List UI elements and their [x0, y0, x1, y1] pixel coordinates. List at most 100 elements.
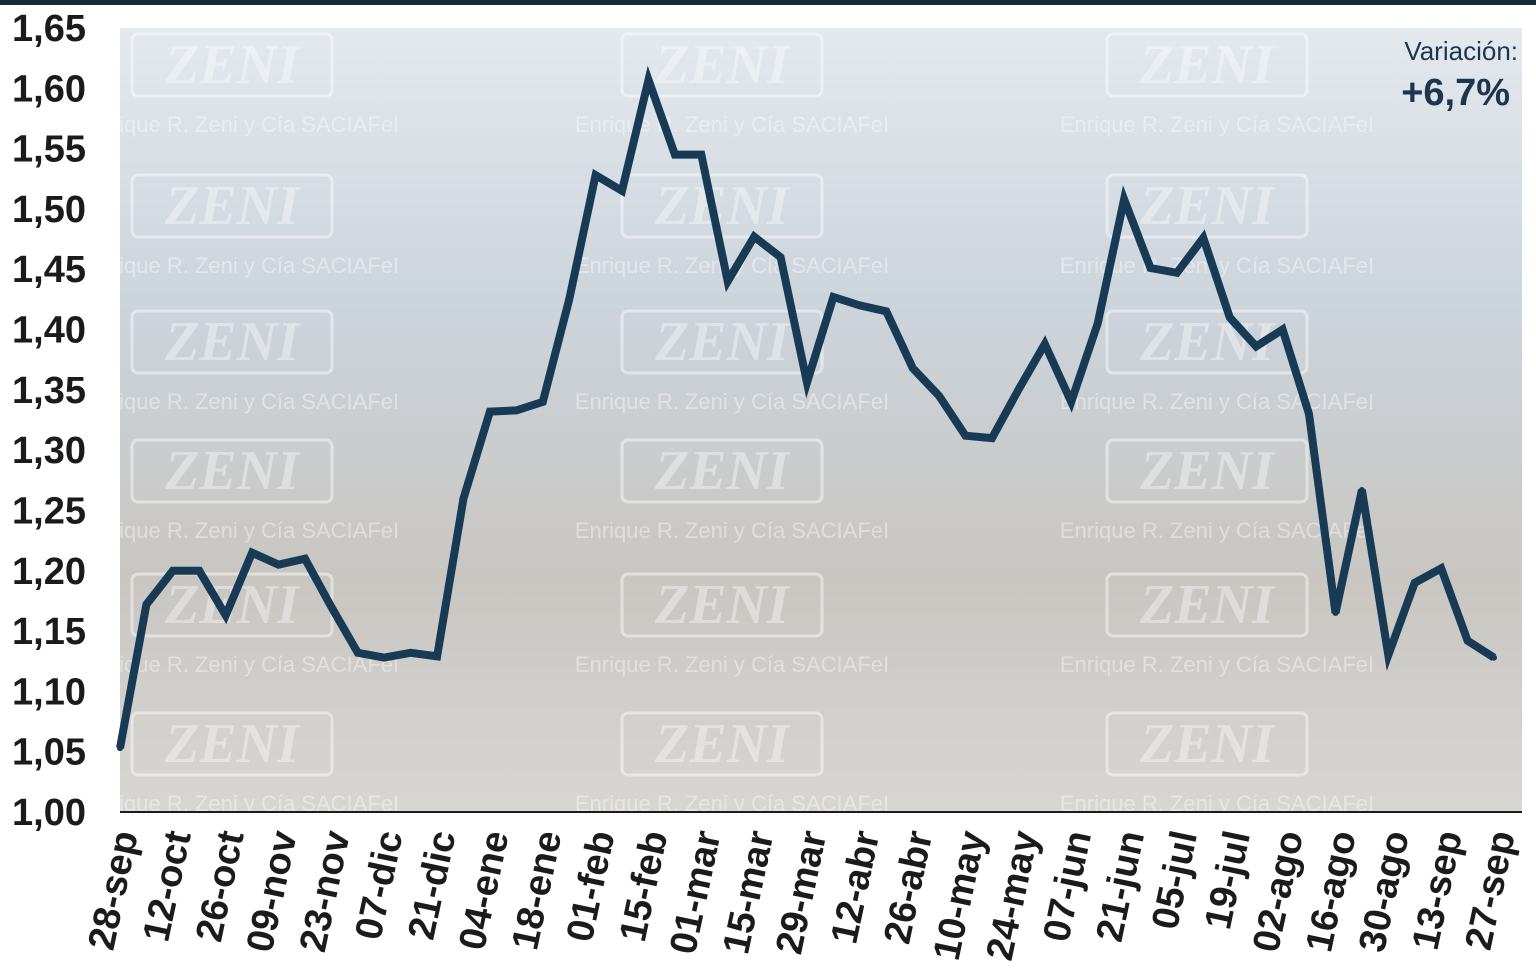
y-tick-label: 1,60 [12, 68, 86, 110]
watermark-company: Enrique R. Zeni y Cía SACIAFeI [85, 253, 399, 278]
y-tick-label: 1,10 [12, 671, 86, 713]
data-point [1226, 314, 1233, 321]
watermark-box [1105, 438, 1309, 504]
data-point [1332, 610, 1339, 616]
watermark-brand: ZENI [164, 311, 301, 373]
y-tick-label: 1,35 [12, 370, 86, 412]
watermark-box [130, 309, 334, 375]
data-point [486, 408, 493, 415]
watermark-brand: ZENI [164, 175, 301, 237]
data-point [222, 612, 229, 619]
watermark-company: Enrique R. Zeni y Cía SACIAFeI [575, 652, 889, 677]
data-point [1438, 565, 1445, 572]
watermark-box [1105, 309, 1309, 375]
watermark-box [130, 438, 334, 504]
data-point [117, 745, 123, 752]
watermark-box [1105, 711, 1309, 777]
data-point [407, 649, 414, 656]
watermark-company: Enrique R. Zeni y Cía SACIAFeI [575, 389, 889, 414]
watermark-box [130, 32, 334, 98]
x-tick-label: 21-jun [1089, 827, 1153, 945]
watermark-box [620, 711, 824, 777]
data-point [698, 151, 705, 158]
watermark-box [1105, 32, 1309, 98]
watermark-brand: ZENI [654, 713, 791, 775]
data-point [671, 151, 678, 158]
data-point [1306, 411, 1312, 417]
data-point [1015, 386, 1022, 393]
data-point [434, 653, 441, 660]
data-point [275, 561, 282, 568]
y-tick-label: 1,00 [12, 792, 86, 834]
data-point [777, 254, 784, 261]
variation-value: +6,7% [1401, 72, 1510, 114]
data-point [381, 654, 388, 661]
y-tick-label: 1,05 [12, 732, 86, 774]
y-tick-label: 1,30 [12, 430, 86, 472]
data-point [566, 296, 573, 303]
watermark-box [620, 32, 824, 98]
data-point [962, 432, 969, 439]
data-point [460, 495, 467, 502]
data-point [1068, 398, 1075, 405]
data-point [1200, 234, 1207, 241]
data-point [751, 233, 758, 240]
data-point [302, 555, 308, 562]
watermark-brand: ZENI [654, 311, 791, 373]
data-point [249, 549, 256, 556]
data-point [1464, 637, 1471, 644]
watermark-box [620, 572, 824, 638]
watermark-brand: ZENI [654, 440, 791, 502]
data-point [989, 435, 995, 442]
data-point [936, 392, 943, 399]
watermark-company: Enrique R. Zeni y Cía SACIAFeI [575, 518, 889, 543]
watermark-box [130, 173, 334, 239]
watermark-box [130, 711, 334, 777]
x-tick-label: 05-jul [1144, 827, 1206, 933]
data-point [724, 278, 731, 285]
data-point [539, 398, 546, 405]
watermark-box [620, 438, 824, 504]
data-point [1411, 579, 1418, 586]
series-layer [116, 65, 1497, 752]
data-point [883, 308, 890, 315]
watermark-brand: ZENI [654, 574, 791, 636]
data-point [619, 187, 625, 194]
watermark-brand: ZENI [654, 34, 791, 96]
data-point [169, 567, 176, 574]
data-point [1491, 654, 1497, 661]
y-tick-label: 1,65 [12, 8, 86, 50]
watermark-brand: ZENI [164, 34, 301, 96]
watermark-box [1105, 572, 1309, 638]
plot-area [120, 28, 1522, 812]
watermark-brand: ZENI [1139, 574, 1276, 636]
data-point [592, 172, 599, 179]
data-point [1358, 487, 1365, 493]
watermark-company: Enrique R. Zeni y Cía SACIAFeI [1060, 389, 1374, 414]
data-point [1147, 265, 1154, 271]
y-tick-label: 1,50 [12, 189, 86, 231]
watermark-company: Enrique R. Zeni y Cía SACIAFeI [85, 389, 399, 414]
data-point [830, 294, 837, 300]
data-point [1041, 341, 1048, 347]
watermark-company: Enrique R. Zeni y Cía SACIAFeI [575, 112, 889, 137]
top-border [0, 0, 1536, 5]
y-tick-label: 1,40 [12, 310, 86, 352]
watermark-company: Enrique R. Zeni y Cía SACIAFeI [85, 518, 399, 543]
y-tick-label: 1,15 [12, 611, 86, 653]
data-point [1173, 269, 1180, 276]
watermark-brand: ZENI [654, 175, 791, 237]
y-tick-label: 1,25 [12, 490, 86, 532]
variation-label: Variación: [1404, 36, 1518, 66]
y-tick-label: 1,45 [12, 249, 86, 291]
data-point [513, 407, 520, 414]
data-point [856, 302, 863, 309]
data-point [328, 604, 335, 610]
watermark-company: Enrique R. Zeni y Cía SACIAFeI [1060, 112, 1374, 137]
watermark-brand: ZENI [164, 440, 301, 502]
watermark-brand: ZENI [1139, 175, 1276, 237]
data-point [1385, 652, 1392, 659]
y-tick-label: 1,55 [12, 129, 86, 171]
